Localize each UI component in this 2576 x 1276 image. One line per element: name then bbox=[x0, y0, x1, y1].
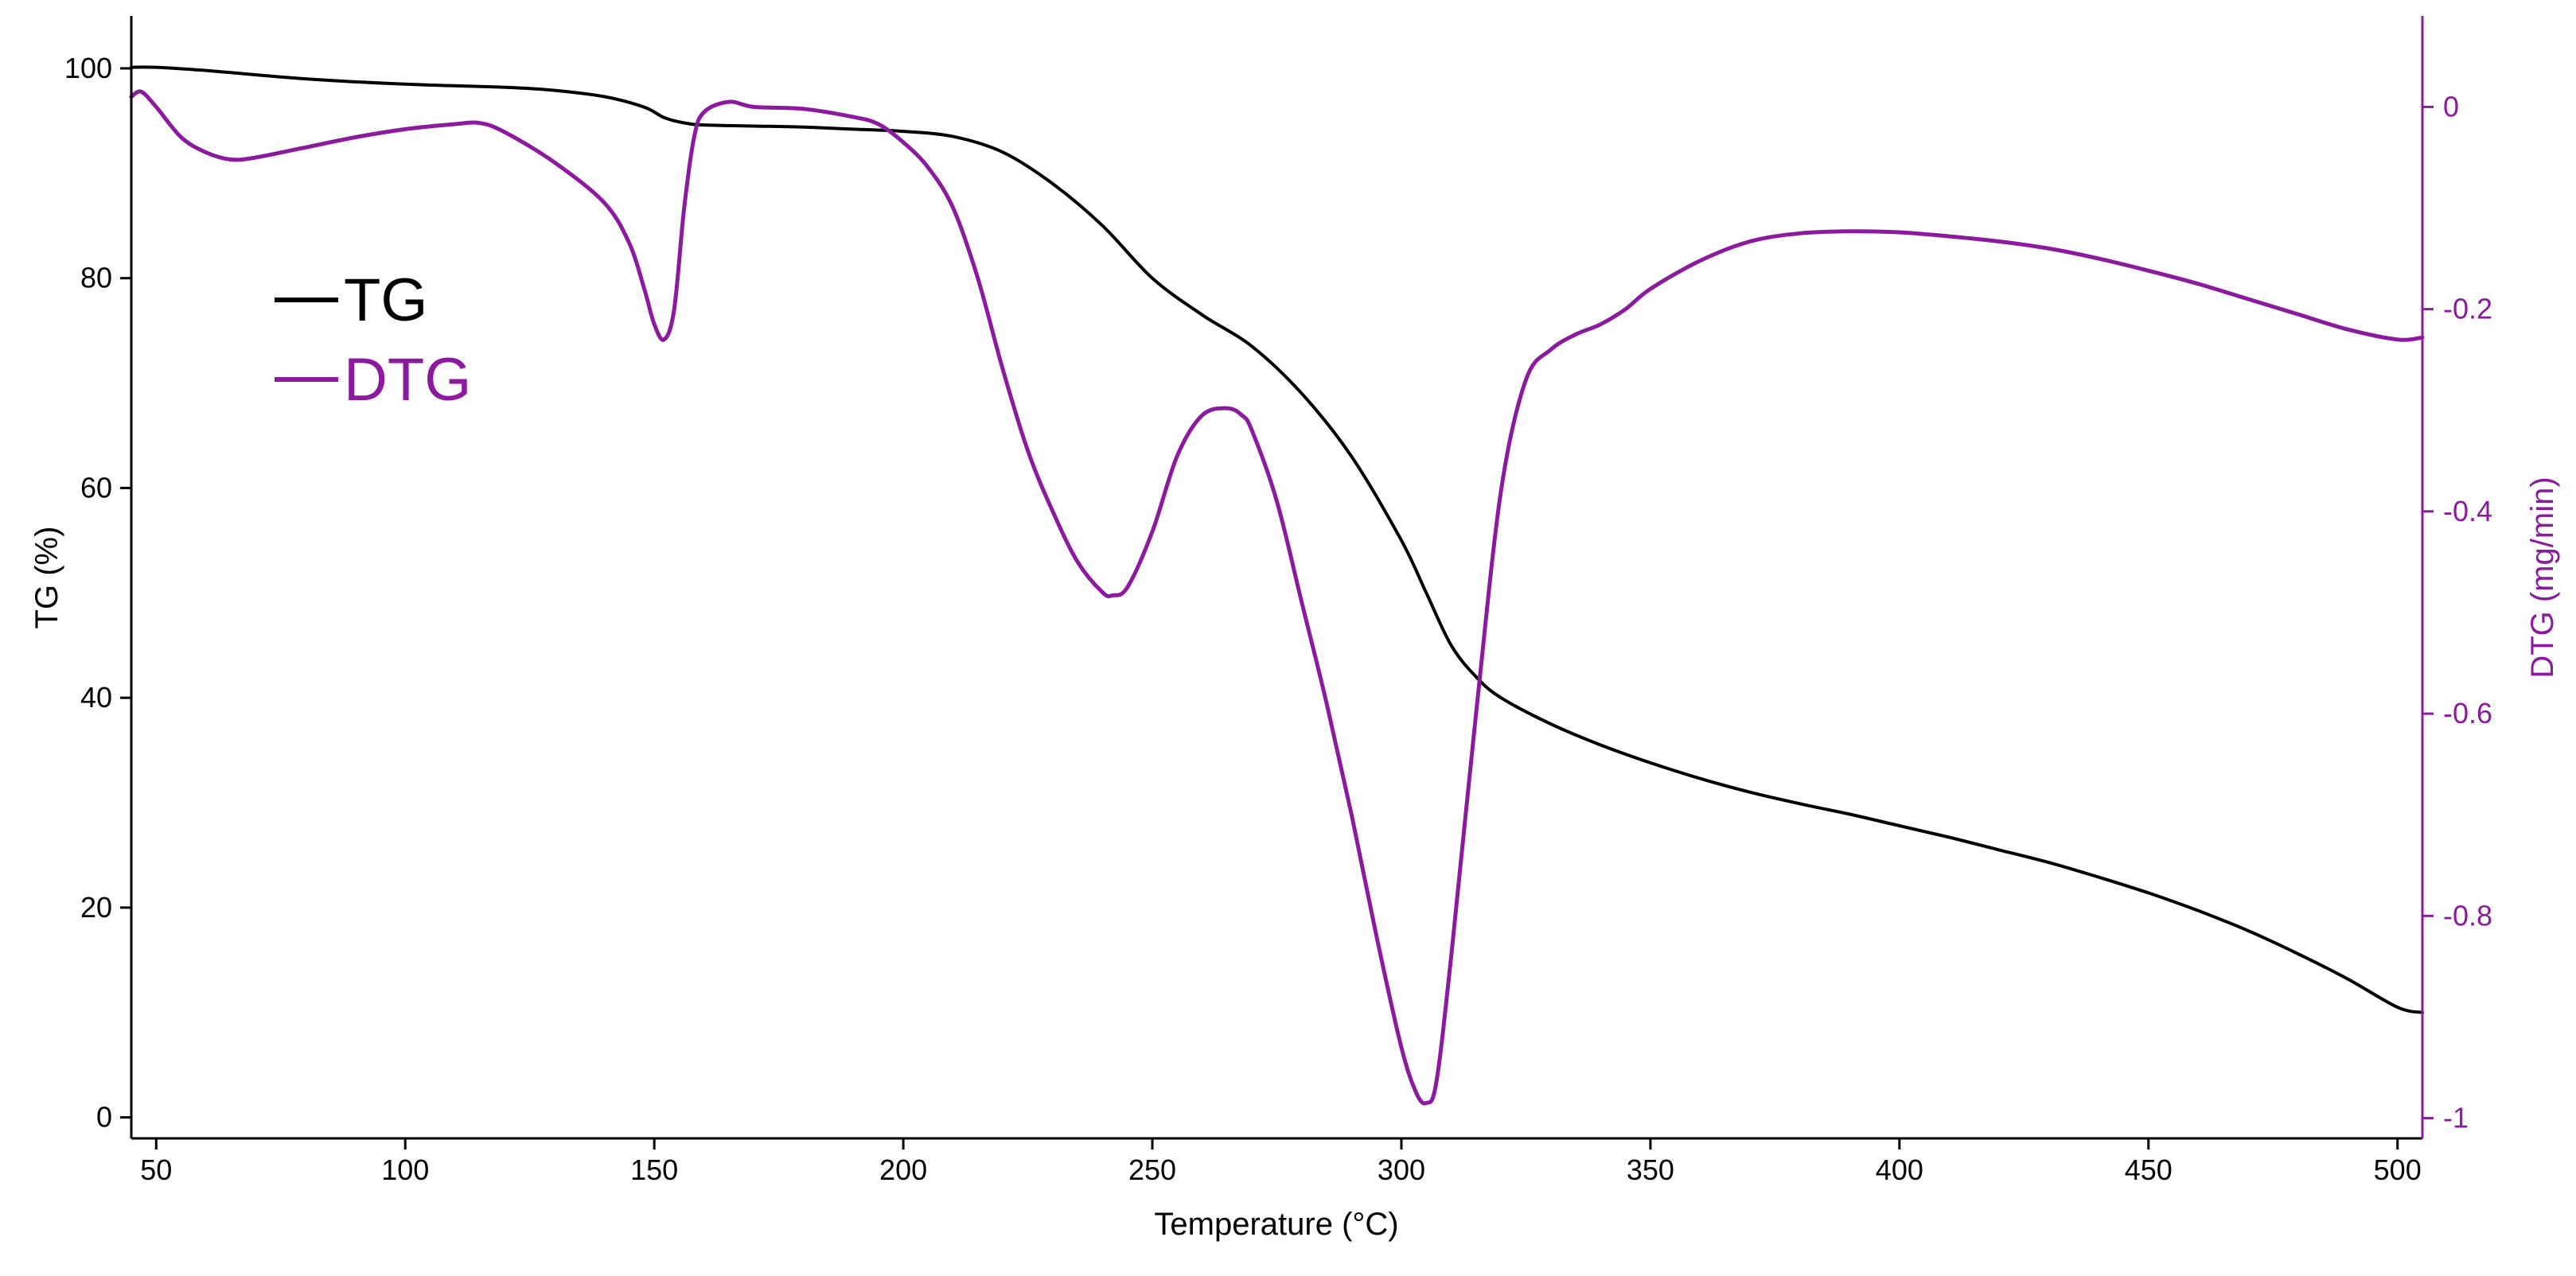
legend: TG DTG bbox=[275, 266, 471, 414]
x-tick-label: 100 bbox=[381, 1153, 429, 1186]
x-tick-label: 450 bbox=[2125, 1153, 2173, 1186]
right-tick-label: -0.8 bbox=[2443, 899, 2492, 932]
x-tick-label: 150 bbox=[630, 1153, 678, 1186]
axes-layer bbox=[130, 16, 2424, 1140]
left-tick-label: 100 bbox=[64, 52, 112, 84]
x-tick-label: 50 bbox=[140, 1153, 172, 1186]
left-tick-label: 0 bbox=[96, 1101, 112, 1134]
legend-label-tg: TG bbox=[344, 266, 428, 334]
left-tick-label: 60 bbox=[80, 471, 112, 504]
x-tick-label: 250 bbox=[1128, 1153, 1176, 1186]
x-tick-layer: 50 100 150 200 250 300 350 400 450 500 bbox=[140, 1138, 2422, 1186]
series-layer bbox=[129, 65, 2425, 1106]
left-axis-title: TG (%) bbox=[29, 527, 64, 629]
x-tick-label: 300 bbox=[1378, 1153, 1425, 1186]
right-tick-label: -1 bbox=[2443, 1102, 2469, 1134]
left-tick-label: 40 bbox=[80, 681, 112, 714]
right-tick-label: 0 bbox=[2443, 90, 2459, 123]
right-tick-label: -0.6 bbox=[2443, 697, 2492, 729]
right-axis-title: DTG (mg/min) bbox=[2525, 477, 2560, 678]
right-tick-layer: 0 -0.2 -0.4 -0.6 -0.8 -1 bbox=[2422, 90, 2492, 1134]
right-tick-label: -0.4 bbox=[2443, 495, 2492, 527]
left-tick-layer: 0 20 40 60 80 100 bbox=[64, 52, 131, 1134]
x-tick-label: 400 bbox=[1876, 1153, 1923, 1186]
legend-label-dtg: DTG bbox=[344, 346, 471, 414]
series-line-dtg bbox=[129, 89, 2425, 1106]
series-line-tg bbox=[130, 65, 2424, 1014]
left-tick-label: 20 bbox=[80, 891, 112, 924]
left-tick-label: 80 bbox=[80, 262, 112, 294]
x-tick-label: 500 bbox=[2374, 1153, 2422, 1186]
right-tick-label: -0.2 bbox=[2443, 293, 2492, 325]
x-axis-title: Temperature (°C) bbox=[1154, 1207, 1398, 1242]
x-tick-label: 200 bbox=[879, 1153, 927, 1186]
x-tick-label: 350 bbox=[1627, 1153, 1674, 1186]
